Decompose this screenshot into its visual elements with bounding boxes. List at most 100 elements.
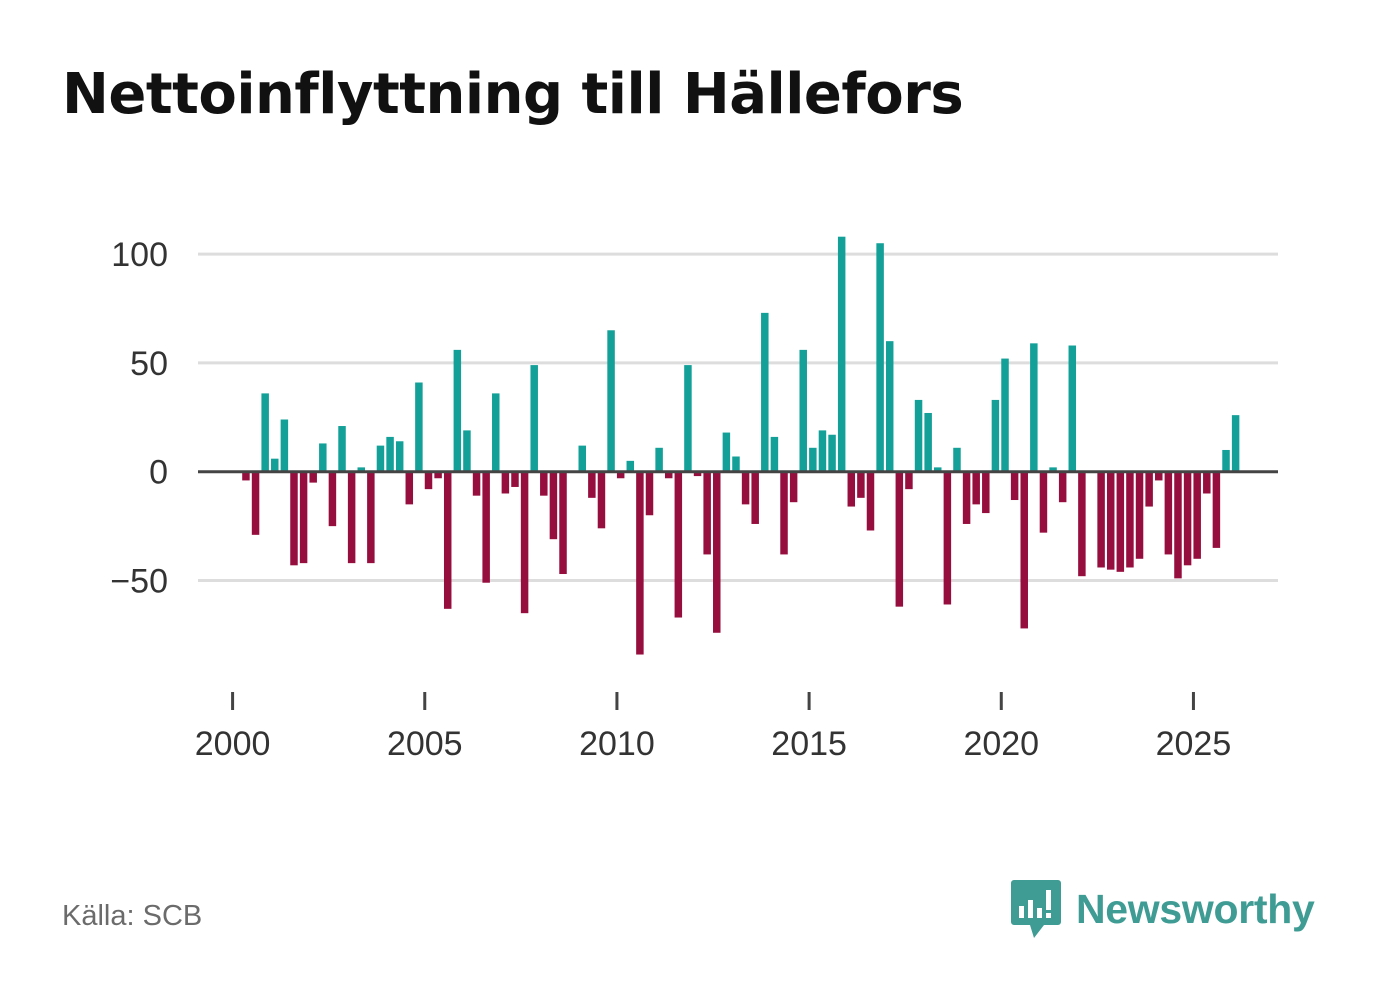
bar	[386, 436, 394, 472]
bar	[511, 471, 519, 487]
bar	[261, 393, 269, 472]
bar	[328, 471, 337, 527]
bar	[1231, 415, 1240, 472]
bar	[1078, 471, 1086, 577]
y-tick-label: −50	[110, 563, 168, 601]
newsworthy-logo-icon	[1011, 880, 1061, 938]
bar	[934, 467, 942, 472]
bar	[405, 471, 414, 505]
bar	[1155, 471, 1163, 481]
bar	[1174, 471, 1182, 579]
bar	[395, 441, 404, 472]
bar	[1106, 471, 1115, 570]
bar	[338, 426, 346, 472]
brand-name: Newsworthy	[1076, 885, 1315, 932]
bar	[434, 471, 442, 479]
bar	[290, 471, 298, 566]
bar	[540, 471, 548, 496]
bar	[482, 471, 490, 583]
bar	[1049, 467, 1057, 472]
x-tick-label: 2020	[963, 725, 1039, 763]
bar	[1203, 471, 1211, 494]
bar	[809, 447, 817, 472]
bar	[713, 471, 721, 633]
y-tick-label: 0	[149, 454, 168, 492]
bar	[645, 471, 654, 516]
bar	[559, 471, 567, 575]
bar	[319, 443, 327, 472]
bar	[905, 471, 913, 490]
bar	[251, 471, 260, 535]
x-axis-ticks: 2000 2005 2010 2015 2020 2025	[195, 692, 1231, 763]
x-tick-label: 2025	[1156, 725, 1232, 763]
bar	[751, 471, 759, 524]
bar	[828, 434, 836, 472]
bar	[1126, 471, 1134, 568]
bar	[1183, 471, 1192, 566]
bar	[597, 471, 606, 529]
bar	[799, 349, 807, 472]
bar	[741, 471, 750, 505]
bar	[299, 471, 308, 564]
bar	[1030, 343, 1038, 472]
bar	[1145, 471, 1153, 507]
bar	[982, 471, 990, 514]
y-axis-ticks: 100 50 0 −50	[110, 236, 168, 600]
source-label: Källa: SCB	[62, 900, 203, 932]
bar	[520, 471, 529, 614]
x-tick-label: 2010	[579, 725, 655, 763]
bar	[857, 471, 865, 498]
bar	[501, 471, 510, 494]
bar	[876, 243, 884, 472]
bar	[693, 471, 702, 477]
bar	[443, 471, 452, 609]
bar	[789, 471, 798, 503]
bar	[761, 312, 769, 472]
bar	[424, 471, 433, 490]
bar	[780, 471, 788, 555]
bar	[674, 471, 683, 618]
bar	[1116, 471, 1125, 572]
bar	[1010, 471, 1019, 501]
chart-title: Nettoinflyttning till Hällefors	[62, 62, 964, 127]
bar	[722, 432, 731, 472]
bar	[492, 393, 500, 472]
bar	[818, 430, 827, 472]
bar	[415, 382, 423, 472]
bar	[309, 471, 317, 483]
bar	[1135, 471, 1144, 559]
bar	[953, 447, 961, 472]
bar	[549, 471, 558, 540]
bar	[895, 471, 904, 607]
bar	[357, 467, 365, 472]
bar	[1001, 358, 1009, 472]
y-tick-label: 100	[111, 236, 168, 274]
bar	[885, 341, 894, 472]
bar	[607, 330, 615, 472]
bar	[943, 471, 952, 605]
bar	[847, 471, 856, 507]
y-tick-label: 50	[130, 345, 168, 383]
bar	[732, 456, 740, 472]
brand-logo-block[interactable]: Newsworthy	[1010, 878, 1315, 940]
bar	[376, 445, 385, 472]
bar	[472, 471, 481, 496]
bar	[991, 399, 1000, 472]
bar	[578, 445, 586, 472]
x-tick-label: 2005	[387, 725, 463, 763]
bar	[1212, 471, 1221, 548]
bar	[664, 471, 673, 479]
bar	[655, 447, 663, 472]
bar	[530, 365, 538, 472]
bar	[972, 471, 980, 505]
bar	[626, 460, 635, 472]
bar	[1039, 471, 1048, 533]
bar-chart: 100 50 0 −50 2000 2005 2010 2015 2020 2025	[110, 236, 1278, 763]
bar	[962, 471, 971, 524]
x-tick-label: 2015	[771, 725, 847, 763]
bar	[866, 471, 875, 531]
bar	[703, 471, 711, 555]
bar	[837, 236, 846, 472]
bar	[636, 471, 644, 655]
bar	[1058, 471, 1067, 503]
